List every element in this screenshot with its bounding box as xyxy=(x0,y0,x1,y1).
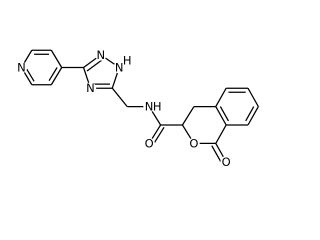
atom-label: O xyxy=(145,136,154,150)
bond xyxy=(86,59,103,72)
bond xyxy=(219,106,230,122)
label-bg xyxy=(188,137,200,150)
bond xyxy=(245,106,255,122)
atom-label: H xyxy=(123,54,132,68)
molecule-diagram: N N N N H N H O O O xyxy=(15,48,259,169)
bond xyxy=(215,87,227,107)
label-bg xyxy=(113,61,125,74)
bond xyxy=(181,106,195,126)
label-bg xyxy=(84,82,97,94)
atom-label: O xyxy=(189,136,198,150)
bond xyxy=(48,67,58,82)
label-bg xyxy=(95,49,107,61)
atom-label: O xyxy=(222,155,231,169)
atom-label: H xyxy=(153,100,162,114)
label-bg xyxy=(220,156,232,168)
structure: N N N N H N H O O O xyxy=(15,48,259,169)
bond xyxy=(247,87,259,107)
atom-label: N xyxy=(17,61,26,75)
bond xyxy=(50,49,63,68)
bond xyxy=(25,67,35,82)
atom-label: N xyxy=(96,48,105,62)
atom-label: N xyxy=(115,61,124,75)
label-bg xyxy=(143,100,155,113)
bond xyxy=(211,145,223,165)
bond xyxy=(215,124,227,144)
bond xyxy=(215,106,227,126)
bond xyxy=(50,67,63,86)
bond xyxy=(111,87,128,107)
label-bg xyxy=(143,137,155,150)
label-bg xyxy=(15,61,28,74)
atom-label: N xyxy=(145,100,154,114)
page: {"atoms": ["N", "N", "N", "N", "H", "N",… xyxy=(15,47,259,169)
atom-label: N xyxy=(86,81,95,95)
bond xyxy=(247,106,259,126)
